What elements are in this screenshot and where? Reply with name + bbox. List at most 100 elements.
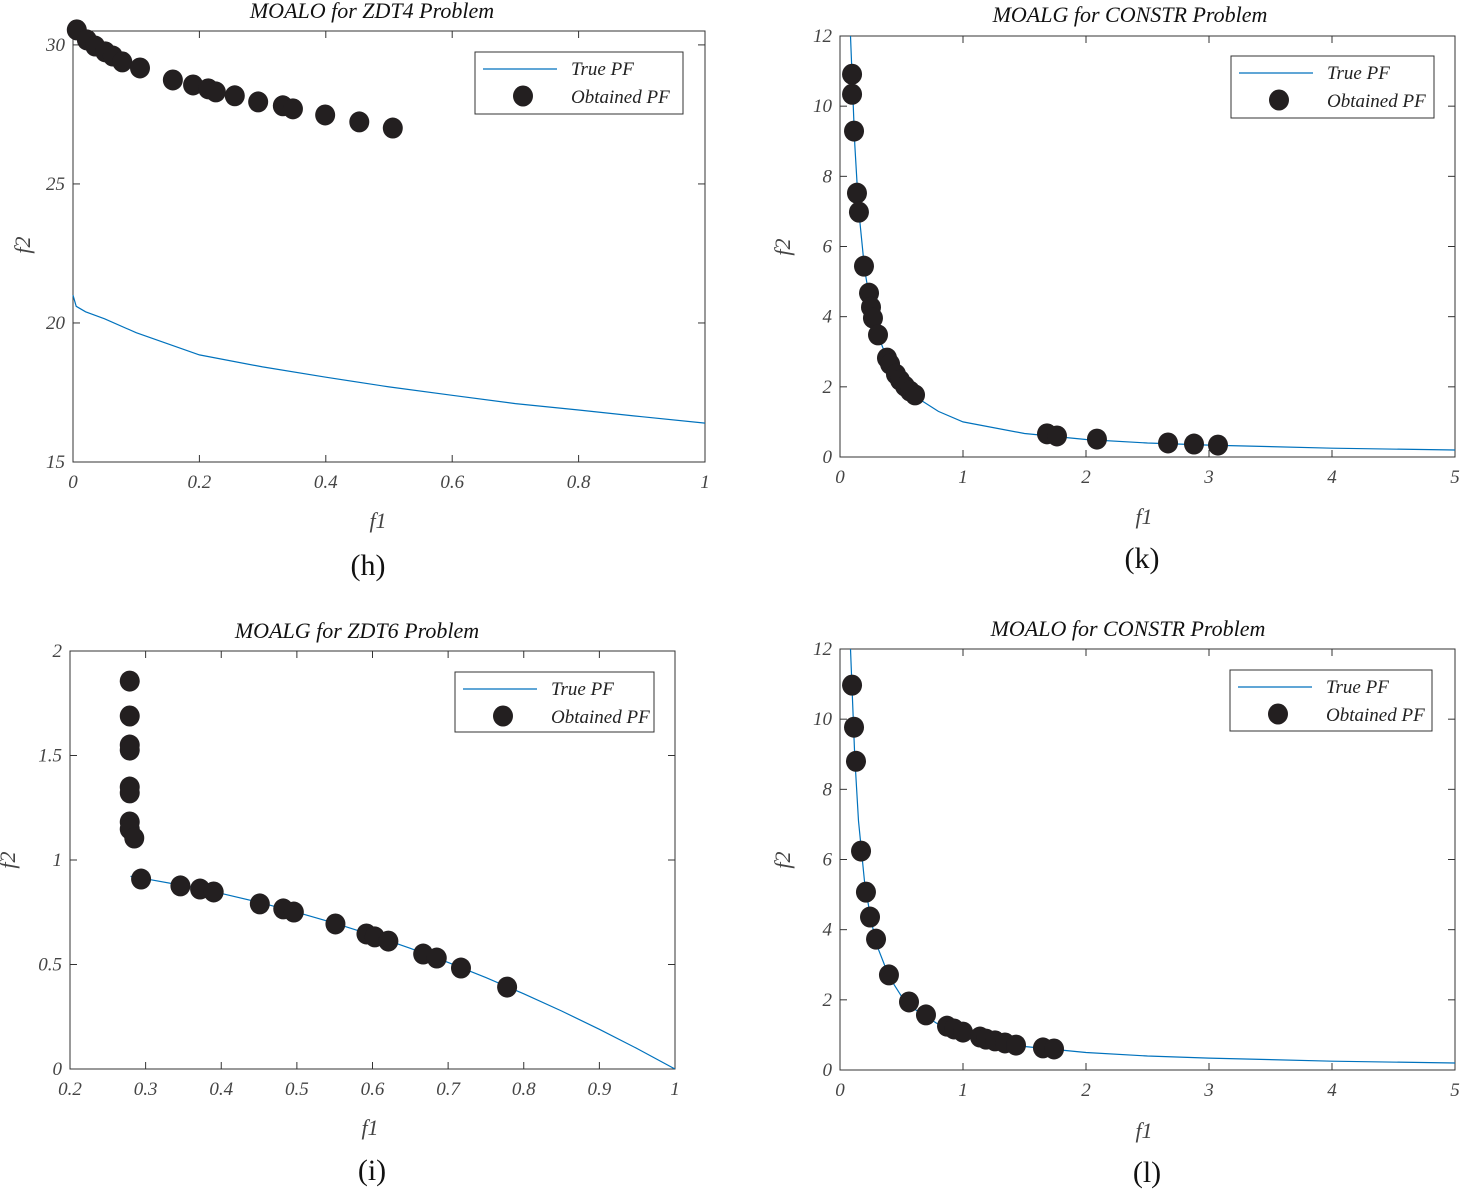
x-tick-label: 0.8	[567, 472, 591, 493]
y-tick-label: 2	[823, 377, 833, 398]
y-tick-label: 8	[823, 779, 833, 800]
obtained-pf-point	[842, 83, 863, 105]
obtained-pf-point	[866, 928, 887, 950]
x-tick-label: 0	[835, 467, 845, 488]
x-tick-label: 0.6	[361, 1079, 385, 1100]
obtained-pf-point	[497, 976, 518, 998]
y-tick-label: 10	[813, 96, 833, 117]
legend-label-obtained-pf: Obtained PF	[1326, 705, 1425, 726]
y-tick-label: 10	[813, 709, 833, 730]
y-tick-label: 25	[46, 174, 65, 195]
y-tick-label: 2	[53, 641, 63, 662]
y-tick-label: 4	[823, 307, 833, 328]
y-tick-label: 6	[823, 850, 833, 871]
obtained-pf-point	[162, 69, 183, 91]
obtained-pf-point	[844, 120, 865, 142]
x-axis-label: f1	[369, 508, 386, 533]
legend-label-obtained-pf: Obtained PF	[1327, 91, 1426, 112]
obtained-pf-point	[1183, 433, 1204, 455]
y-axis-label: f2	[770, 851, 795, 868]
obtained-pf-point	[129, 57, 150, 79]
obtained-pf-point	[860, 906, 881, 928]
legend-label-true-pf: True PF	[571, 59, 634, 80]
x-axis-label: f1	[361, 1115, 378, 1140]
legend-box	[1230, 55, 1435, 119]
obtained-pf-point	[131, 868, 152, 890]
x-tick-label: 3	[1203, 467, 1214, 488]
chart-title: MOALG for CONSTR Problem	[992, 2, 1268, 27]
obtained-pf-point	[426, 947, 447, 969]
obtained-pf-point	[844, 716, 865, 738]
x-tick-label: 0.9	[588, 1079, 612, 1100]
obtained-pf-point	[846, 182, 867, 204]
obtained-pf-point	[119, 705, 140, 727]
obtained-pf-point	[112, 51, 133, 73]
y-tick-label: 0	[53, 1059, 63, 1080]
x-tick-label: 1	[958, 467, 968, 488]
obtained-pf-point	[899, 991, 920, 1013]
obtained-pf-point	[382, 117, 403, 139]
obtained-pf-point	[450, 957, 471, 979]
axes-box	[72, 30, 706, 463]
legend-marker-swatch	[493, 705, 513, 727]
x-tick-label: 3	[1203, 1080, 1214, 1101]
obtained-pf-point	[853, 255, 874, 277]
true-pf-line	[130, 875, 676, 1069]
obtained-pf-point	[124, 827, 145, 849]
obtained-pf-point	[282, 98, 303, 120]
legend-marker-swatch	[513, 85, 533, 107]
obtained-pf-point	[1044, 1038, 1065, 1060]
y-tick-label: 8	[823, 166, 833, 187]
obtained-pf-point	[848, 201, 869, 223]
y-tick-label: 1	[53, 850, 63, 871]
y-tick-label: 0.5	[38, 955, 62, 976]
x-tick-label: 0.5	[285, 1079, 309, 1100]
chart-title: MOALO for CONSTR Problem	[990, 616, 1266, 641]
y-tick-label: 4	[823, 920, 833, 941]
panel-label: (l)	[1133, 1156, 1161, 1189]
x-tick-label: 0.2	[58, 1079, 82, 1100]
x-tick-label: 1	[700, 472, 710, 493]
obtained-pf-point	[119, 782, 140, 804]
panel-label: (i)	[358, 1154, 386, 1187]
x-tick-label: 5	[1450, 467, 1460, 488]
obtained-pf-point	[325, 913, 346, 935]
legend: True PF Obtained PF	[1230, 55, 1435, 119]
obtained-pf-point	[953, 1021, 973, 1043]
y-axis-label: f2	[0, 851, 20, 868]
x-tick-label: 0.8	[512, 1079, 536, 1100]
obtained-pf-point	[378, 930, 399, 952]
y-axis-label: f2	[770, 238, 795, 255]
x-tick-label: 0.3	[134, 1079, 158, 1100]
x-tick-label: 0.7	[436, 1079, 461, 1100]
y-tick-label: 2	[823, 990, 833, 1011]
obtained-pf-point	[248, 91, 269, 113]
legend-label-true-pf: True PF	[1327, 63, 1390, 84]
x-tick-label: 0.4	[209, 1079, 233, 1100]
y-tick-label: 1.5	[38, 746, 62, 767]
obtained-pf-point	[203, 881, 224, 903]
subplot-i: 0.2 0.3 0.4 0.5 0.6 0.7 0.8 0.9 1 0 0.5 1 1.5 2 MOALG …	[0, 618, 680, 1187]
legend-label-true-pf: True PF	[551, 679, 614, 700]
x-tick-label: 0.4	[314, 472, 338, 493]
panel-label: (h)	[351, 549, 386, 582]
obtained-pf-point	[224, 85, 245, 107]
x-tick-label: 2	[1081, 467, 1091, 488]
obtained-pf-point	[1158, 432, 1179, 454]
obtained-pf-point	[851, 840, 872, 862]
obtained-pf-point	[878, 964, 899, 986]
obtained-pf-point	[842, 63, 863, 85]
obtained-pf-point	[119, 739, 140, 761]
legend-label-true-pf: True PF	[1326, 677, 1389, 698]
chart-title: MOALO for ZDT4 Problem	[249, 0, 494, 23]
obtained-pf-point	[842, 674, 863, 696]
legend: True PF Obtained PF	[454, 671, 655, 733]
obtained-pf-point	[119, 670, 140, 692]
x-axis-label: f1	[1135, 504, 1152, 529]
legend-marker-swatch	[1268, 703, 1288, 725]
obtained-pf-point	[862, 307, 883, 329]
y-tick-label: 12	[813, 26, 833, 47]
obtained-pf-point	[249, 893, 270, 915]
